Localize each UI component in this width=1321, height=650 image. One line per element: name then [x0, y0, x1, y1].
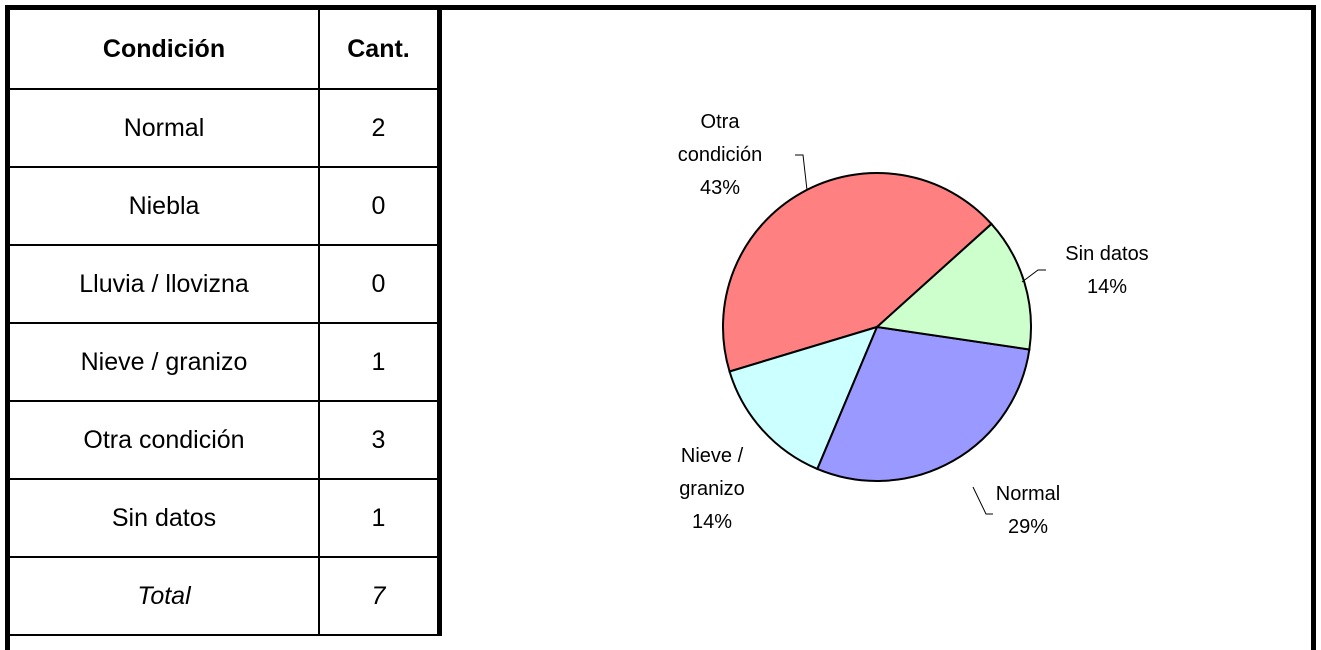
table-cell: 3 [318, 400, 442, 480]
header-row: Condición Cant. [10, 10, 442, 90]
leader-line [1021, 269, 1046, 283]
slice-label: Sin datos 14% [1032, 238, 1182, 304]
table-cell: 1 [318, 322, 442, 402]
leader-line [795, 154, 808, 191]
table-cell: 2 [318, 88, 442, 168]
table-cell: Otra condición [10, 400, 320, 480]
header-cell: Condición [10, 10, 320, 90]
data-table: Condición Cant. Normal 2 Niebla 0 Lluvia / llo… [10, 10, 442, 636]
slice-label: Normal 29% [968, 478, 1088, 544]
table-row: Total 7 [10, 556, 442, 636]
table-row: Lluvia / llovizna 0 [10, 244, 442, 324]
slice-name: Sin datos [1065, 243, 1149, 265]
header-cell: Cant. [318, 10, 442, 90]
table-row: Nieve / granizo 1 [10, 322, 442, 402]
table-cell: Lluvia / llovizna [10, 244, 320, 324]
slice-value: 14% [691, 511, 733, 533]
leader-line [972, 486, 993, 515]
pie-slice [722, 172, 993, 373]
pie-chart [722, 154, 1046, 515]
pie-slice [874, 222, 1032, 351]
slice-name: Otra condición [677, 111, 763, 166]
table-cell: 7 [318, 556, 442, 636]
table-cell: 0 [318, 166, 442, 246]
slice-name: Nieve / granizo [679, 445, 745, 500]
table-cell: Sin datos [10, 478, 320, 558]
table-cell: Total [10, 556, 320, 636]
table-row: Sin datos 1 [10, 478, 442, 558]
table-cell: Normal [10, 88, 320, 168]
table-cell: Niebla [10, 166, 320, 246]
table-cell: 1 [318, 478, 442, 558]
table-cell: 0 [318, 244, 442, 324]
table-row: Normal 2 [10, 88, 442, 168]
pie-slice [728, 325, 879, 471]
slice-value: 14% [1086, 276, 1128, 298]
slice-name: Normal [995, 483, 1061, 505]
slice-value: 29% [1007, 516, 1049, 538]
table-cell: Nieve / granizo [10, 322, 320, 402]
slice-value: 43% [699, 177, 741, 199]
slice-label: Nieve / granizo 14% [662, 440, 762, 539]
slice-label: Otra condición 43% [670, 106, 770, 205]
table-row: Niebla 0 [10, 166, 442, 246]
page-frame: Condición Cant. Normal 2 Niebla 0 Lluvia / llo… [5, 5, 1316, 650]
table-row: Otra condición 3 [10, 400, 442, 480]
pie-slice [816, 325, 1031, 482]
